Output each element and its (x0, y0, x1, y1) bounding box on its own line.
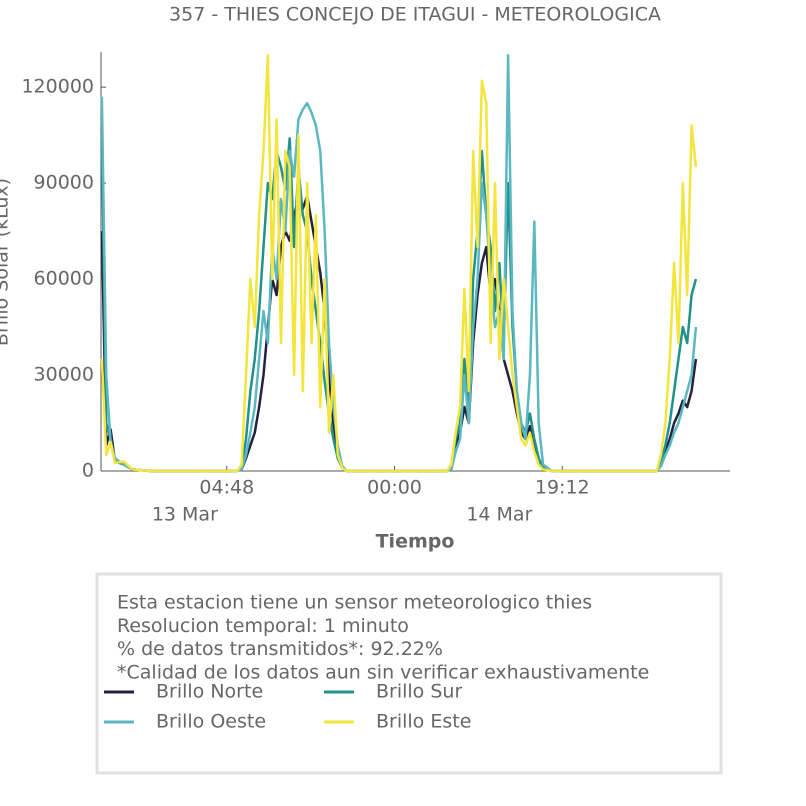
x-tick-label: 04:48 (199, 477, 254, 499)
legend-label: Brillo Oeste (156, 711, 266, 733)
chart-title: 357 - THIES CONCEJO DE ITAGUI - METEOROL… (169, 4, 661, 26)
series-line (100, 53, 698, 473)
x-tick-label: 00:00 (367, 477, 422, 499)
x-date-label: 13 Mar (152, 504, 218, 526)
legend-label: Brillo Norte (156, 681, 263, 703)
y-axis-label: Brillo Solar (kLux) (0, 178, 13, 346)
y-tick-label: 90000 (34, 172, 94, 194)
series-line (100, 135, 698, 473)
series-line (100, 53, 698, 473)
info-box (95, 572, 723, 775)
y-tick-label: 60000 (34, 268, 94, 290)
info-text: Esta estacion tiene un sensor meteorolog… (117, 592, 592, 614)
y-tick-label: 30000 (34, 364, 94, 386)
legend-label: Brillo Sur (376, 681, 462, 703)
info-text: % de datos transmitidos*: 92.22% (117, 638, 443, 660)
series-line (100, 194, 698, 473)
x-axis-label: Tiempo (376, 531, 455, 553)
y-tick-label: 120000 (21, 76, 94, 98)
x-tick-label: 19:12 (535, 477, 590, 499)
y-tick-label: 0 (82, 460, 94, 482)
legend-label: Brillo Este (376, 711, 471, 733)
x-date-label: 14 Mar (466, 504, 532, 526)
info-text: Resolucion temporal: 1 minuto (117, 615, 409, 637)
info-text: *Calidad de los datos aun sin verificar … (117, 661, 649, 683)
